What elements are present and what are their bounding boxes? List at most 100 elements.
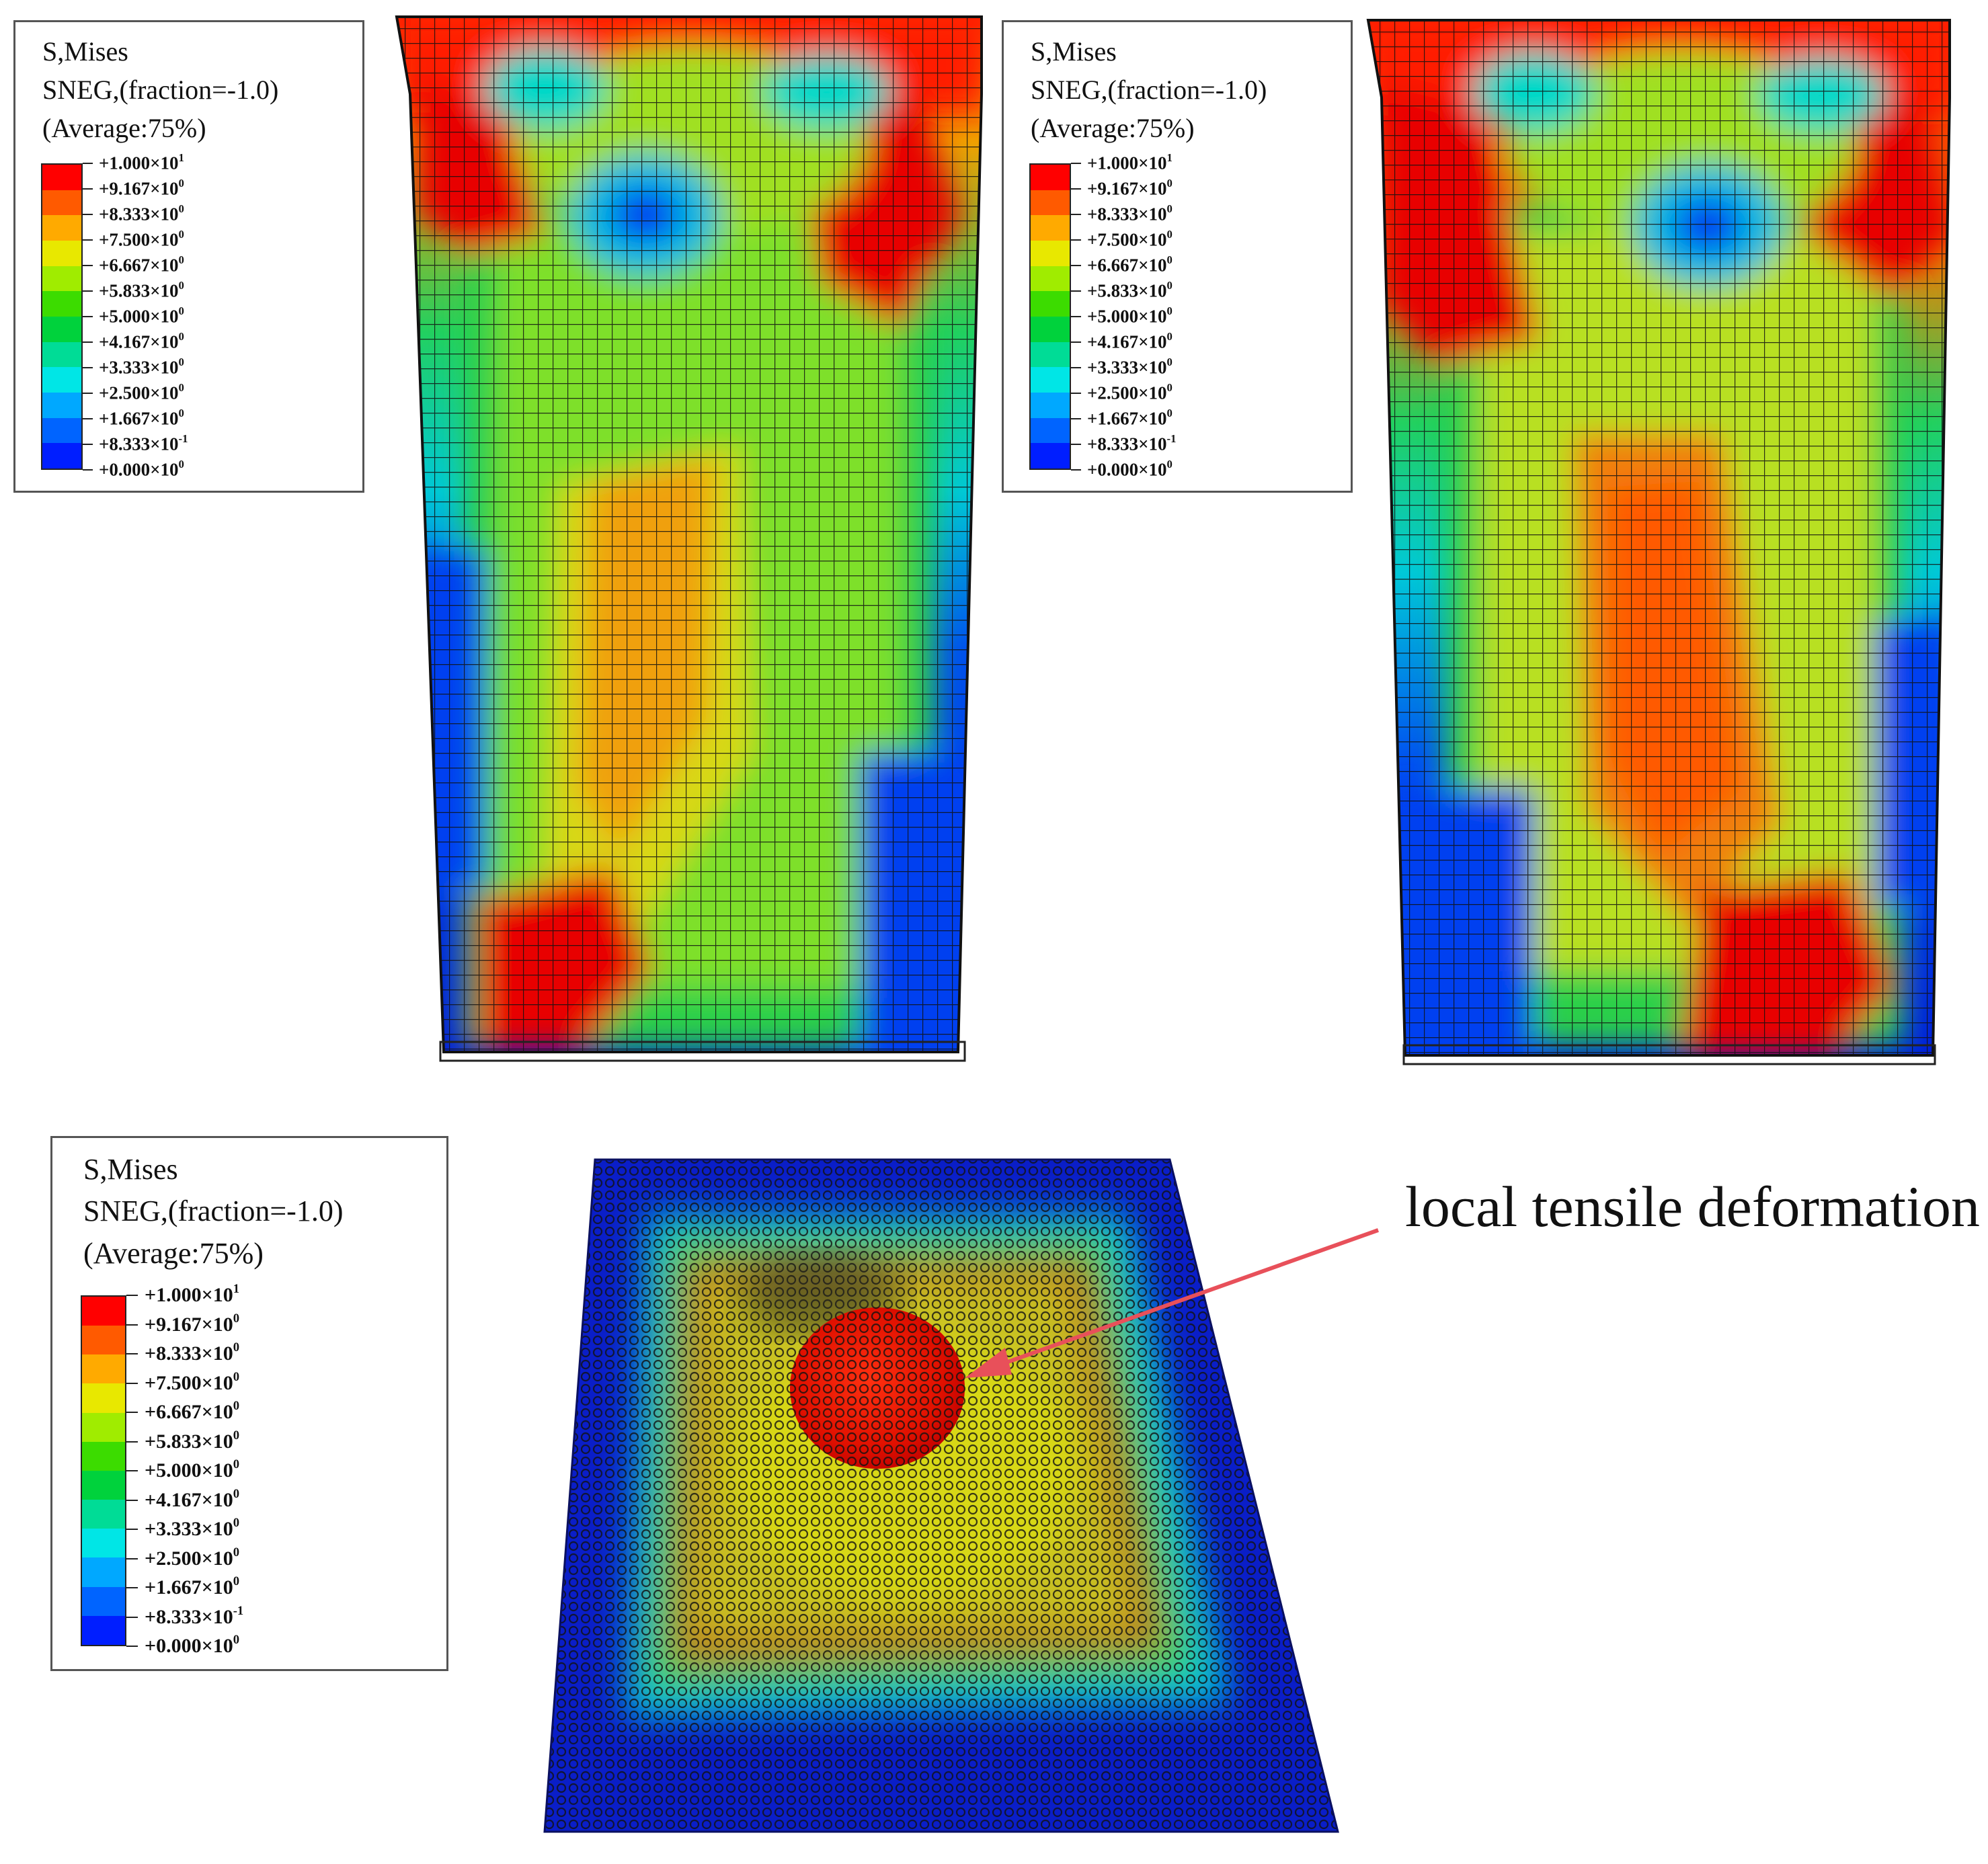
legend-sneg: SNEG,(fraction=-1.0)	[1031, 74, 1267, 105]
legend-color-bar	[1029, 163, 1071, 470]
stress-legend-left: S,Mises SNEG,(fraction=-1.0) (Average:75…	[13, 20, 364, 493]
legend-color-band	[1031, 215, 1070, 241]
legend-tick-label: +1.000×101	[1087, 151, 1172, 173]
legend-tick-label: +4.167×100	[99, 329, 184, 352]
legend-variable: S,Mises	[83, 1153, 178, 1186]
legend-tick-label: +7.500×100	[1087, 227, 1172, 250]
legend-tick-label: +9.167×100	[145, 1311, 239, 1336]
legend-tick-labels: +1.000×101 +9.167×100 +8.333×100 +7.500×100…	[1071, 152, 1340, 480]
legend-tick-label: +7.500×100	[145, 1369, 239, 1394]
legend-tick-label: +0.000×100	[1087, 457, 1172, 480]
legend-tick-label: +8.333×10-1	[145, 1603, 244, 1628]
legend-tick-label: +2.500×100	[1087, 380, 1172, 403]
legend-color-band	[1031, 165, 1070, 190]
legend-sneg: SNEG,(fraction=-1.0)	[83, 1194, 344, 1228]
legend-tick-label: +6.667×100	[145, 1398, 239, 1423]
legend-variable: S,Mises	[1031, 36, 1117, 67]
legend-tick-label: +1.667×100	[145, 1574, 239, 1598]
legend-color-band	[42, 266, 81, 292]
legend-tick-label: +5.000×100	[145, 1457, 239, 1482]
legend-color-band	[1031, 392, 1070, 418]
legend-color-band	[42, 190, 81, 216]
legend-color-band	[1031, 316, 1070, 342]
legend-color-band	[82, 1529, 125, 1558]
legend-color-band	[1031, 190, 1070, 216]
legend-color-band	[42, 215, 81, 241]
legend-tick-label: +1.667×100	[1087, 406, 1172, 429]
legend-header: S,Mises SNEG,(fraction=-1.0) (Average:75…	[1031, 33, 1267, 147]
legend-color-band	[42, 367, 81, 393]
legend-color-band	[1031, 266, 1070, 292]
legend-tick-label: +8.333×10-1	[99, 432, 188, 454]
legend-color-band	[82, 1557, 125, 1587]
legend-color-band	[1031, 240, 1070, 266]
legend-tick-label: +2.500×100	[99, 380, 184, 403]
legend-color-band	[1031, 417, 1070, 444]
legend-color-band	[42, 165, 81, 190]
legend-tick-label: +5.833×100	[1087, 278, 1172, 301]
legend-color-band	[1031, 291, 1070, 317]
legend-tick-label: +4.167×100	[145, 1486, 239, 1511]
legend-color-band	[42, 392, 81, 418]
legend-color-band	[1031, 367, 1070, 393]
stress-legend-bottom: S,Mises SNEG,(fraction=-1.0) (Average:75…	[50, 1136, 448, 1671]
fe-model-front-right	[1366, 19, 1951, 1065]
legend-color-band	[42, 291, 81, 317]
legend-tick-labels: +1.000×101 +9.167×100 +8.333×100 +7.500×100…	[126, 1283, 436, 1657]
legend-color-band	[82, 1326, 125, 1355]
annotation-arrow	[965, 1228, 1380, 1378]
legend-tick-label: +2.500×100	[145, 1545, 239, 1570]
legend-color-band	[42, 240, 81, 266]
legend-tick-label: +3.333×100	[145, 1515, 239, 1540]
legend-color-band	[82, 1500, 125, 1529]
fe-model-front-left	[395, 15, 983, 1062]
legend-color-band	[82, 1441, 125, 1471]
legend-color-band	[1031, 341, 1070, 368]
legend-color-bar	[41, 163, 83, 470]
legend-tick-label: +3.333×100	[99, 355, 184, 378]
legend-tick-label: +8.333×100	[145, 1340, 239, 1365]
legend-tick-label: +6.667×100	[99, 253, 184, 276]
legend-tick-label: +6.667×100	[1087, 253, 1172, 276]
legend-color-band	[82, 1586, 125, 1616]
legend-tick-label: +8.333×100	[1087, 202, 1172, 225]
legend-tick-label: +5.000×100	[1087, 304, 1172, 327]
legend-tick-label: +5.000×100	[99, 304, 184, 327]
legend-average: (Average:75%)	[83, 1236, 264, 1270]
legend-color-band	[42, 443, 81, 469]
legend-tick-label: +5.833×100	[99, 278, 184, 301]
legend-color-band	[82, 1412, 125, 1442]
legend-tick-label: +0.000×100	[99, 457, 184, 480]
legend-color-bar	[81, 1295, 126, 1646]
legend-average: (Average:75%)	[42, 112, 206, 143]
legend-color-band	[42, 417, 81, 444]
legend-sneg: SNEG,(fraction=-1.0)	[42, 74, 279, 105]
legend-tick-label: +1.000×101	[145, 1281, 239, 1306]
legend-color-band	[42, 316, 81, 342]
fe-model-plate-3d	[543, 1158, 1339, 1833]
legend-tick-label: +8.333×10-1	[1087, 432, 1177, 454]
legend-tick-label: +7.500×100	[99, 227, 184, 250]
legend-tick-labels: +1.000×101 +9.167×100 +8.333×100 +7.500×100…	[83, 152, 352, 480]
legend-tick-label: +3.333×100	[1087, 355, 1172, 378]
legend-header: S,Mises SNEG,(fraction=-1.0) (Average:75…	[42, 33, 278, 147]
legend-color-band	[82, 1615, 125, 1645]
legend-variable: S,Mises	[42, 36, 128, 67]
legend-color-band	[82, 1354, 125, 1384]
legend-average: (Average:75%)	[1031, 112, 1195, 143]
legend-color-band	[42, 341, 81, 368]
legend-tick-label: +1.000×101	[99, 151, 184, 173]
legend-color-band	[82, 1470, 125, 1500]
annotation-label: local tensile deformation	[1405, 1174, 1980, 1239]
legend-tick-label: +9.167×100	[99, 176, 184, 199]
legend-tick-label: +8.333×100	[99, 202, 184, 225]
legend-tick-label: +9.167×100	[1087, 176, 1172, 199]
legend-tick-label: +4.167×100	[1087, 329, 1172, 352]
legend-color-band	[82, 1383, 125, 1413]
legend-color-band	[1031, 443, 1070, 469]
legend-tick-label: +5.833×100	[145, 1428, 239, 1453]
legend-tick-label: +0.000×100	[145, 1632, 239, 1657]
stress-legend-middle: S,Mises SNEG,(fraction=-1.0) (Average:75…	[1002, 20, 1353, 493]
legend-color-band	[82, 1297, 125, 1326]
legend-tick-label: +1.667×100	[99, 406, 184, 429]
